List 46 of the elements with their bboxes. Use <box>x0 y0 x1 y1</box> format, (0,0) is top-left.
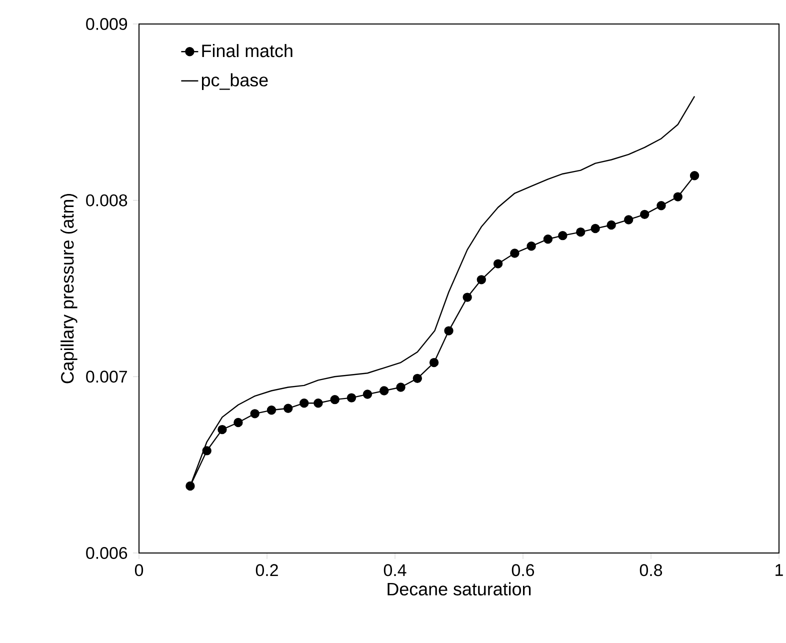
point <box>543 234 553 244</box>
point <box>330 394 340 404</box>
point <box>558 230 568 240</box>
y-tick-label: 0.006 <box>86 546 128 559</box>
point <box>266 406 276 415</box>
point <box>510 248 520 258</box>
point <box>218 424 227 434</box>
point <box>476 275 486 284</box>
point <box>362 390 372 399</box>
point <box>186 481 195 491</box>
x-tick-label: 0 <box>134 564 144 576</box>
x-tick-label: 1 <box>776 564 783 576</box>
point <box>284 404 293 413</box>
point <box>690 171 700 180</box>
point <box>590 224 600 234</box>
point <box>380 386 389 396</box>
y-tick-label: 0.009 <box>86 18 128 30</box>
point <box>250 409 260 418</box>
point <box>606 220 616 230</box>
x-tick-label: 0.4 <box>384 564 406 576</box>
x-tick-label: 0.2 <box>256 564 278 576</box>
x-tick-label: 0.8 <box>640 564 662 576</box>
point <box>300 398 309 408</box>
x-axis-title: Decane saturation <box>388 582 531 596</box>
point <box>396 382 406 392</box>
point <box>444 326 454 336</box>
point <box>493 259 503 268</box>
point <box>202 446 212 456</box>
point <box>346 393 356 402</box>
point <box>656 201 666 210</box>
point <box>576 227 586 237</box>
point <box>673 192 682 202</box>
x-tick-label: 0.6 <box>512 564 534 576</box>
legend-label: Final match <box>202 44 292 58</box>
point <box>526 242 536 251</box>
y-tick-label: 0.008 <box>86 194 128 206</box>
legend-label: pc_base <box>202 73 268 90</box>
y-tick-label: 0.007 <box>86 370 127 383</box>
point <box>234 418 243 428</box>
point <box>462 292 472 302</box>
point <box>314 398 323 408</box>
y-axis-title: Capillary pressure (atm) <box>60 194 78 384</box>
point <box>640 210 650 220</box>
point <box>412 374 422 384</box>
point <box>429 358 439 368</box>
point <box>624 215 634 224</box>
